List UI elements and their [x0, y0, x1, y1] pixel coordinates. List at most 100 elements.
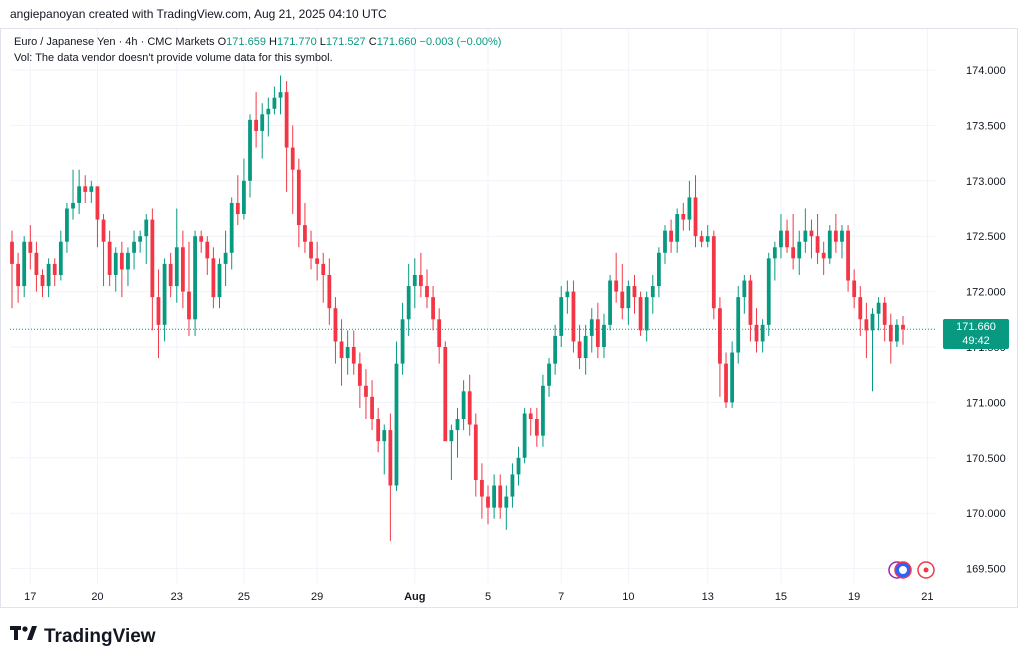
candle	[83, 175, 88, 203]
candle-body	[516, 457, 521, 475]
y-tick-label: 169.500	[966, 564, 1006, 576]
candle	[608, 274, 612, 331]
candle	[180, 230, 185, 309]
candle-body	[595, 319, 600, 347]
candle-body	[229, 202, 234, 253]
candle	[242, 158, 246, 220]
y-tick-label: 171.000	[966, 397, 1006, 409]
candle	[840, 225, 844, 259]
globe-icon[interactable]	[899, 566, 907, 574]
candle	[504, 485, 509, 530]
candle-body	[565, 291, 570, 298]
x-tick-label: 5	[485, 591, 491, 603]
x-tick-label: 13	[702, 591, 714, 603]
candle-body	[760, 324, 765, 342]
candle-body	[876, 302, 881, 314]
candle	[797, 230, 802, 275]
candle-body	[901, 324, 905, 330]
candle-body	[254, 119, 259, 131]
candle-body	[364, 385, 368, 397]
candle-body	[632, 286, 637, 298]
candle-body	[858, 297, 863, 320]
candle	[16, 252, 20, 303]
candle	[864, 302, 869, 359]
price-axis[interactable]: 169.500170.000170.500171.000171.500172.0…	[966, 65, 1006, 576]
candle-body	[705, 236, 710, 242]
candle	[467, 374, 472, 436]
last-price-tag: 171.660 49:42	[943, 319, 1009, 349]
y-tick-label: 172.000	[966, 287, 1006, 299]
candle-body	[669, 230, 673, 242]
candle-body	[345, 346, 350, 359]
candle	[303, 202, 307, 253]
candle-body	[803, 230, 808, 242]
candle	[809, 219, 814, 259]
candle	[705, 225, 710, 248]
candle-body	[534, 419, 539, 436]
time-axis[interactable]: 17 20 23 25 29 Aug 5 7 10 13 15 19 21	[24, 591, 933, 603]
candle-body	[895, 324, 899, 342]
candle-body	[583, 335, 588, 359]
footer-brand[interactable]: TradingView	[10, 624, 156, 652]
candle-body	[589, 319, 594, 336]
x-tick-label: 20	[91, 591, 103, 603]
candle	[357, 352, 362, 408]
toolbar-icons[interactable]	[888, 561, 935, 579]
candle	[785, 219, 789, 253]
candle-body	[162, 263, 167, 325]
candle-body	[34, 252, 39, 275]
candle-body	[309, 241, 313, 259]
candle-body	[150, 219, 155, 298]
candle	[266, 97, 271, 137]
candle	[119, 241, 124, 298]
top-bar: angiepanoyan created with TradingView.co…	[0, 0, 1024, 30]
candle	[107, 230, 112, 287]
candle	[46, 258, 51, 298]
candle-body	[327, 274, 332, 309]
candle-body	[425, 286, 429, 298]
symbol-title[interactable]: Euro / Japanese Yen · 4h · CMC Markets	[14, 36, 215, 48]
candle-body	[77, 186, 82, 203]
candle	[199, 230, 204, 253]
candle-body	[864, 319, 869, 331]
candle-body	[815, 236, 820, 253]
candle	[638, 291, 643, 336]
candle	[644, 291, 649, 342]
candle	[748, 274, 753, 342]
candle	[89, 180, 94, 203]
candle-body	[779, 230, 783, 248]
candle	[321, 252, 326, 303]
candle	[480, 463, 484, 519]
candle	[791, 214, 796, 270]
candle	[766, 252, 771, 336]
candle	[473, 413, 478, 497]
candle-body	[205, 241, 210, 259]
candle	[559, 286, 564, 347]
candle-body	[376, 419, 381, 442]
open-label: O	[217, 36, 227, 48]
low-label: L	[319, 36, 326, 48]
candle-body	[644, 297, 649, 331]
x-tick-label: 25	[238, 591, 250, 603]
tradingview-logo-icon	[10, 626, 37, 640]
candle-body	[71, 202, 75, 209]
candle	[510, 463, 515, 508]
candle-body	[656, 252, 661, 287]
candle	[211, 247, 216, 309]
candle	[278, 75, 283, 115]
candle	[711, 230, 716, 320]
candle	[528, 407, 533, 436]
candle-body	[754, 324, 759, 342]
candle-body	[693, 197, 698, 237]
candle	[77, 169, 82, 215]
candle	[486, 485, 490, 525]
candle	[620, 263, 625, 320]
candle	[602, 313, 606, 359]
y-tick-label: 172.500	[966, 231, 1006, 243]
candle	[571, 280, 576, 353]
candle	[376, 407, 381, 453]
candle	[217, 258, 222, 309]
candle-body	[16, 263, 20, 287]
candle	[589, 308, 594, 353]
